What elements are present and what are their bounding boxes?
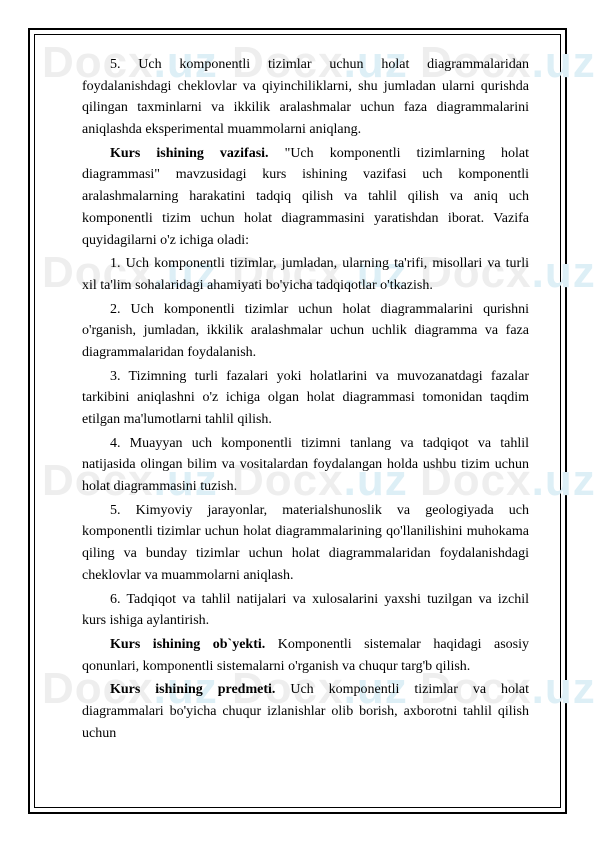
text-bold: Kurs ishining predmeti. — [110, 682, 275, 697]
paragraph: 5. Kimyoviy jarayonlar, materialshunosli… — [82, 500, 529, 587]
paragraph: 1. Uch komponentli tizimlar, jumladan, u… — [82, 253, 529, 296]
text: 4. Muayyan uch komponentli tizimni tanla… — [82, 436, 529, 494]
text: 3. Tizimning turli fazalari yoki holatla… — [82, 369, 529, 427]
paragraph: 6. Tadqiqot va tahlil natijalari va xulo… — [82, 589, 529, 632]
text-bold: Kurs ishining vazifasi. — [110, 146, 269, 161]
paragraph: Kurs ishining vazifasi. "Uch komponentli… — [82, 143, 529, 251]
paragraph: 2. Uch komponentli tizimlar uchun holat … — [82, 299, 529, 364]
content: 5. Uch komponentli tizimlar uchun holat … — [64, 52, 547, 744]
text: 1. Uch komponentli tizimlar, jumladan, u… — [82, 256, 529, 293]
text: "Uch komponentli tizimlarning holat diag… — [82, 146, 529, 248]
paragraph: 3. Tizimning turli fazalari yoki holatla… — [82, 366, 529, 431]
paragraph: 4. Muayyan uch komponentli tizimni tanla… — [82, 433, 529, 498]
paragraph: Kurs ishining predmeti. Uch komponentli … — [82, 679, 529, 744]
text-bold: Kurs ishining ob`yekti. — [110, 637, 265, 652]
page: Docx.uzDocx.uzDocx.uzDocx.uzDocx.uzDocx.… — [0, 0, 595, 842]
text: 2. Uch komponentli tizimlar uchun holat … — [82, 302, 529, 360]
paragraph: Kurs ishining ob`yekti. Komponentli sist… — [82, 634, 529, 677]
text: 5. Kimyoviy jarayonlar, materialshunosli… — [82, 503, 529, 583]
text: 6. Tadqiqot va tahlil natijalari va xulo… — [82, 592, 529, 629]
paragraph: 5. Uch komponentli tizimlar uchun holat … — [82, 54, 529, 141]
text: 5. Uch komponentli tizimlar uchun holat … — [82, 57, 529, 137]
